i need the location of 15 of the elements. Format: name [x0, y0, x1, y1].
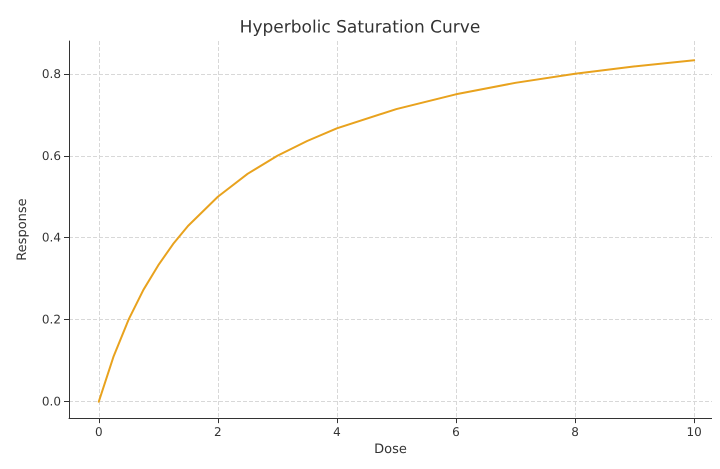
x-tick-label: 2 — [214, 425, 222, 440]
x-tick-label: 10 — [686, 425, 702, 440]
y-tick-label: 0.4 — [42, 230, 61, 245]
x-tick-label: 6 — [452, 425, 460, 440]
chart-title: Hyperbolic Saturation Curve — [240, 18, 480, 38]
x-tick-label: 4 — [333, 425, 341, 440]
x-tick-label: 8 — [571, 425, 579, 440]
y-tick-label: 0.6 — [42, 148, 61, 163]
line-series — [98, 59, 696, 403]
y-tick-label: 0.2 — [42, 312, 61, 327]
y-tick-label: 0.8 — [42, 66, 61, 81]
x-axis-title: Dose — [374, 442, 407, 457]
y-tick-label: 0.0 — [42, 394, 61, 409]
y-axis-title: Response — [15, 198, 30, 261]
x-tick-label: 0 — [94, 425, 103, 440]
